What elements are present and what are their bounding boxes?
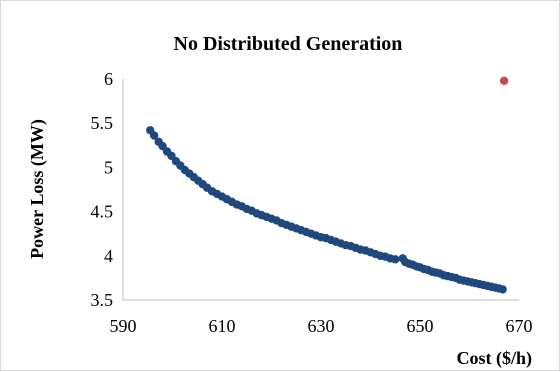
pareto-point <box>498 285 507 294</box>
pareto-point <box>149 131 159 140</box>
y-tick-label: 5.5 <box>91 113 114 133</box>
base-case-point <box>499 76 509 85</box>
x-tick-label: 590 <box>110 316 137 336</box>
x-tick-label: 610 <box>209 316 236 336</box>
x-tick-label: 670 <box>506 316 533 336</box>
y-tick-label: 6 <box>104 69 113 89</box>
y-tick-label: 5 <box>104 157 113 177</box>
chart-title: No Distributed Generation <box>174 33 403 55</box>
y-tick-label: 3.5 <box>91 290 114 310</box>
data-points <box>146 76 509 294</box>
x-tick-label: 630 <box>308 316 335 336</box>
x-tick-label: 650 <box>407 316 434 336</box>
y-tick-label: 4.5 <box>91 202 114 222</box>
y-axis-label: Power Loss (MW) <box>27 119 48 259</box>
pareto-point <box>391 255 400 264</box>
y-tick-labels: 3.5 4 4.5 5 5.5 6 <box>91 69 114 310</box>
y-tick-label: 4 <box>104 246 113 266</box>
x-axis-label: Cost ($/h) <box>457 348 533 369</box>
x-tick-labels: 590 610 630 650 670 <box>110 316 533 336</box>
